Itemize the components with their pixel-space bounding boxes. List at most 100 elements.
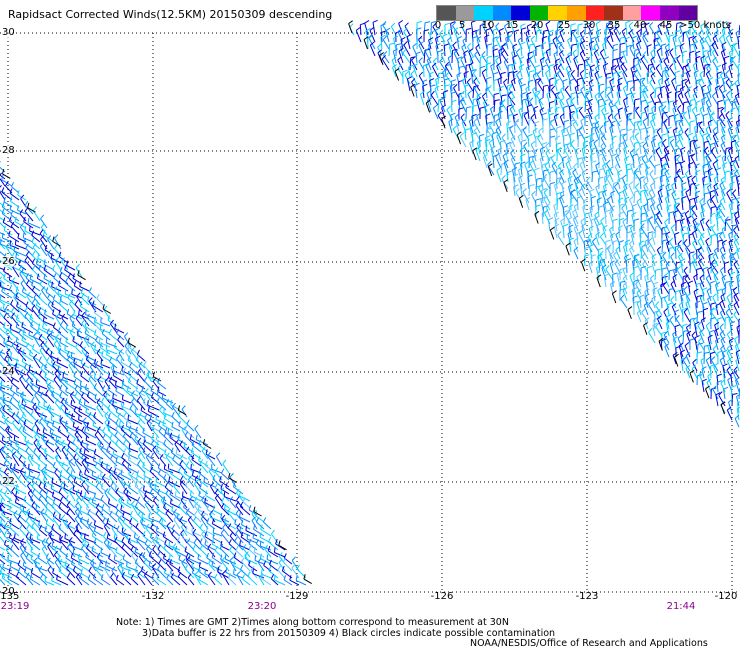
- wind-barb: [37, 400, 48, 411]
- wind-barb: [151, 392, 160, 404]
- wind-barb: [15, 292, 27, 306]
- wind-barb: [102, 426, 111, 439]
- wind-barb: [147, 406, 160, 418]
- wind-barb: [9, 196, 20, 208]
- wind-barb: [59, 295, 69, 306]
- wind-barb: [44, 372, 55, 383]
- wind-barb: [692, 91, 698, 106]
- wind-barb: [11, 451, 20, 467]
- wind-barb: [57, 425, 69, 439]
- wind-barb: [171, 411, 181, 425]
- wind-barb: [165, 452, 174, 467]
- wind-barb: [86, 421, 97, 432]
- wind-barb: [680, 175, 686, 190]
- wind-barb: [93, 448, 104, 460]
- wind-barb: [70, 399, 83, 411]
- colorbar-label: 30: [582, 20, 596, 31]
- wind-barb: [588, 225, 594, 239]
- wind-barb: [4, 441, 13, 453]
- wind-barb: [65, 453, 76, 467]
- wind-barb: [137, 368, 146, 383]
- wind-barb: [22, 426, 34, 439]
- wind-barb: [612, 272, 618, 288]
- wind-barb: [589, 188, 595, 204]
- wind-barb: [675, 314, 684, 330]
- wind-barb: [69, 328, 76, 341]
- wind-barb: [703, 140, 710, 155]
- wind-barb: [549, 182, 555, 196]
- wind-barb: [645, 280, 652, 295]
- wind-barb: [179, 516, 188, 530]
- wind-barb: [104, 418, 111, 432]
- wind-barb: [138, 361, 146, 376]
- wind-barb: [100, 317, 111, 327]
- wind-barb: [618, 240, 624, 253]
- wind-barb: [21, 335, 34, 348]
- wind-barb: [69, 314, 76, 327]
- wind-barb: [549, 226, 555, 240]
- wind-barb: [50, 351, 62, 362]
- wind-barb: [106, 446, 118, 460]
- wind-barb: [680, 211, 686, 225]
- wind-barb: [509, 140, 516, 155]
- wind-barb: [489, 121, 495, 134]
- wind-barb: [74, 384, 83, 397]
- wind-barb: [665, 175, 671, 190]
- wind-barb: [47, 249, 55, 264]
- wind-barb: [143, 360, 153, 376]
- wind-barb: [120, 401, 132, 411]
- wind-barb: [21, 411, 34, 425]
- wind-barb: [603, 120, 610, 134]
- map-title: Rapidsact Corrected Winds(12.5KM) 201503…: [8, 8, 333, 21]
- wind-barb: [443, 43, 449, 57]
- wind-barb: [222, 459, 230, 474]
- wind-barb: [186, 419, 195, 432]
- wind-barb: [188, 453, 195, 467]
- wind-barb: [0, 396, 6, 411]
- wind-barb: [9, 216, 20, 229]
- wind-barb: [549, 170, 555, 182]
- wind-barb: [33, 332, 41, 348]
- wind-barb: [11, 447, 20, 460]
- wind-barb: [52, 498, 62, 509]
- wind-barb: [191, 440, 202, 453]
- wind-barb: [644, 293, 650, 309]
- wind-barb: [138, 445, 146, 460]
- colorbar-swatch: [604, 6, 623, 20]
- colorbar-label: 10: [481, 20, 495, 31]
- wind-barb: [581, 169, 587, 183]
- wind-barb: [404, 22, 411, 36]
- wind-barb: [556, 126, 562, 141]
- wind-barb: [123, 412, 132, 425]
- wind-barb: [12, 418, 20, 432]
- pass-time-label: 23:20: [247, 601, 277, 612]
- wind-barb: [94, 360, 104, 376]
- wind-barb: [10, 299, 20, 313]
- wind-barb: [0, 446, 6, 460]
- wind-barb: [4, 489, 13, 502]
- wind-barb: [677, 334, 684, 351]
- wind-barb: [18, 425, 27, 439]
- wind-barb: [156, 389, 167, 404]
- wind-barb: [0, 326, 6, 341]
- wind-barb: [716, 216, 722, 232]
- wind-barb: [30, 410, 41, 425]
- wind-barb: [74, 391, 83, 404]
- wind-barb: [9, 323, 20, 334]
- wind-barb: [633, 79, 640, 92]
- wind-barb: [18, 328, 27, 341]
- wind-barb: [80, 380, 90, 390]
- wind-barb: [0, 190, 6, 194]
- wind-barb: [1, 286, 13, 299]
- wind-barb: [108, 328, 118, 341]
- wind-barb: [408, 64, 414, 78]
- wind-barb: [18, 403, 27, 418]
- wind-barb: [39, 391, 48, 404]
- wind-barb: [108, 441, 118, 453]
- wind-barb: [656, 127, 663, 141]
- wind-barb: [506, 170, 512, 183]
- wind-barb: [3, 225, 13, 236]
- wind-barb: [179, 459, 188, 474]
- wind-barb: [71, 320, 83, 334]
- wind-barb: [693, 288, 699, 302]
